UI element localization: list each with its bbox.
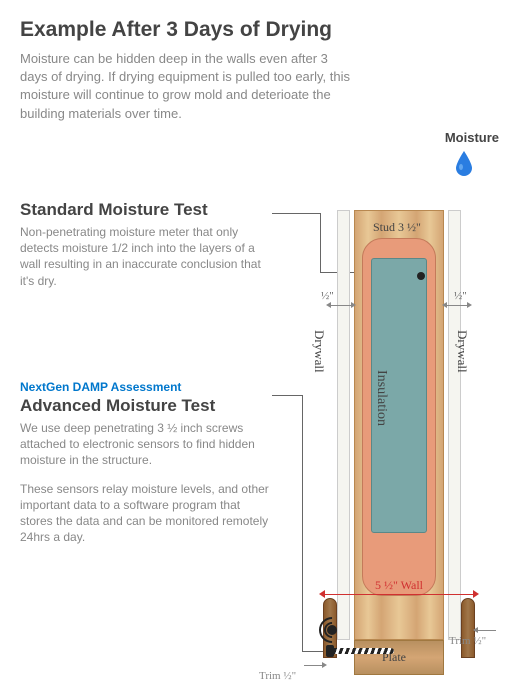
standard-test-heading: Standard Moisture Test (20, 200, 270, 220)
trim-arrow-right (476, 630, 496, 631)
advanced-test-body2: These sensors relay moisture levels, and… (20, 481, 270, 546)
drywall-left (337, 210, 350, 640)
standard-test-body: Non-penetrating moisture meter that only… (20, 224, 270, 289)
callout-line-2 (272, 395, 302, 396)
advanced-test-heading: Advanced Moisture Test (20, 396, 270, 416)
drywall-dim-left: ½" (321, 290, 334, 302)
advanced-test-body1: We use deep penetrating 3 ½ inch screws … (20, 420, 270, 469)
dim-arrow-right (445, 305, 469, 306)
infographic-root: Example After 3 Days of Drying Moisture … (0, 0, 519, 700)
wall-dimension-line (323, 594, 475, 595)
advanced-test-section: NextGen DAMP Assessment Advanced Moistur… (20, 380, 270, 557)
page-title: Example After 3 Days of Drying (20, 18, 499, 42)
water-drop-icon (454, 150, 474, 176)
screw-icon (334, 648, 394, 654)
brand-label: NextGen DAMP Assessment (20, 380, 270, 394)
moisture-label: Moisture (445, 130, 499, 145)
trim-label-left: Trim ½" (259, 670, 296, 682)
standard-test-section: Standard Moisture Test Non-penetrating m… (20, 200, 270, 289)
intro-text: Moisture can be hidden deep in the walls… (20, 50, 350, 123)
drywall-dim-right: ½" (454, 290, 467, 302)
wall-diagram: Stud 3 ½" Insulation Drywall Drywall ½" … (299, 180, 499, 690)
wall-dimension-label: 5 ½" Wall (329, 578, 469, 593)
trim-arrow-left (304, 665, 324, 666)
stud-label: Stud 3 ½" (373, 220, 421, 235)
standard-probe-dot (417, 272, 425, 280)
drywall-label-left: Drywall (311, 330, 327, 373)
drywall-right (448, 210, 461, 640)
trim-label-right: Trim ½" (449, 635, 486, 647)
dim-arrow-left (329, 305, 353, 306)
insulation-label: Insulation (373, 370, 389, 426)
drywall-label-right: Drywall (454, 330, 470, 373)
